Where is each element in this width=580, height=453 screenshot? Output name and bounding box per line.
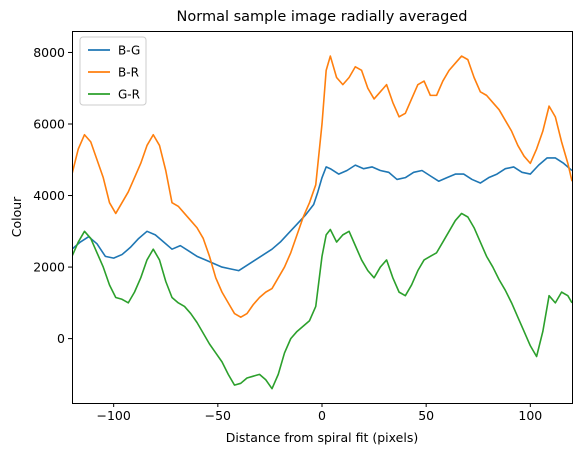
y-axis: 0 2000 4000 6000 8000 [33, 45, 72, 346]
y-tick-label: 8000 [33, 45, 65, 60]
x-axis-label: Distance from spiral fit (pixels) [226, 430, 418, 445]
x-tick-label: −50 [205, 408, 231, 423]
legend-label: B-R [118, 66, 139, 80]
y-tick-label: 0 [57, 331, 65, 346]
legend-label: G-R [118, 88, 140, 102]
x-tick-label: 0 [318, 408, 326, 423]
series-line-b-g [72, 157, 572, 272]
legend-box [79, 36, 147, 106]
series-line-b-r [72, 55, 572, 318]
series-layer [72, 55, 572, 390]
legend-label: B-G [118, 44, 140, 58]
x-axis: −100 −50 0 50 100 [96, 403, 542, 423]
y-tick-label: 4000 [33, 188, 65, 203]
y-axis-label: Colour [9, 196, 24, 237]
x-tick-label: 50 [418, 408, 434, 423]
series-line-g-r [72, 212, 572, 390]
legend: B-G B-R G-R [79, 36, 147, 106]
x-tick-label: −100 [96, 408, 130, 423]
x-tick-label: 100 [518, 408, 542, 423]
y-tick-label: 6000 [33, 117, 65, 132]
chart-title: Normal sample image radially averaged [177, 9, 468, 25]
y-tick-label: 2000 [33, 260, 65, 275]
